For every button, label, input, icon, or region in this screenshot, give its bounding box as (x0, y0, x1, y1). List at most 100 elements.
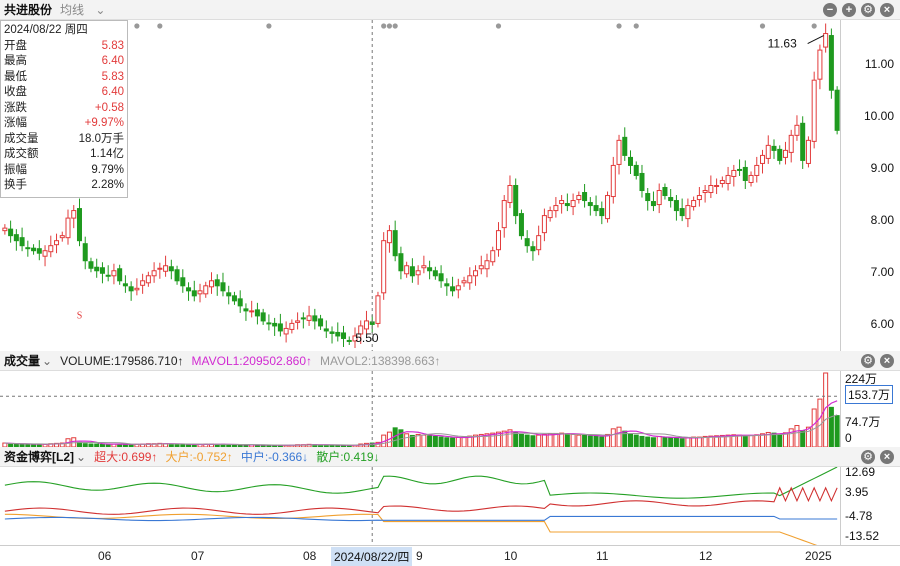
signal-dot (157, 23, 163, 29)
volume-bar (823, 372, 829, 447)
month-label: 12 (699, 549, 713, 563)
volume-bar (771, 432, 777, 447)
volume-bar (805, 426, 811, 447)
candle-body (427, 267, 433, 272)
close-icon[interactable]: × (880, 3, 894, 17)
candle-body (266, 322, 272, 325)
candle-body (605, 195, 611, 220)
volume-bar (731, 434, 737, 447)
month-label: 10 (504, 549, 518, 563)
fund-title[interactable]: 资金博弈[L2] (4, 450, 74, 464)
fund-flow-chart[interactable] (0, 467, 840, 545)
gear-icon[interactable]: ⚙ (861, 450, 875, 464)
candle-body (335, 331, 341, 337)
info-label: 最高 (4, 55, 27, 67)
info-label: 成交额 (4, 148, 39, 160)
zoom-in-icon[interactable]: + (842, 3, 856, 17)
candle-body (318, 318, 324, 327)
chevron-down-icon[interactable]: ⌄ (42, 353, 53, 368)
candle-body (461, 280, 467, 284)
price-chart[interactable]: 11.63 5.50 S (0, 20, 840, 351)
volume-bar (800, 429, 806, 447)
volume-bar (438, 436, 444, 447)
candle-body (811, 79, 817, 142)
candle-body (180, 277, 186, 287)
close-icon[interactable]: × (880, 354, 894, 368)
ohlc-info-box: 2024/08/22 周四 开盘 5.83 最高 6.40 最低 5.83 收盘 6.4… (0, 20, 128, 198)
info-row-high: 最高 6.40 (4, 54, 124, 70)
candle-body (438, 273, 444, 282)
info-value: 6.40 (101, 86, 124, 98)
volume-bar (576, 434, 582, 447)
info-value: 9.79% (91, 163, 124, 176)
volume-value: VOLUME:179586.710↑ (60, 353, 184, 368)
volume-bar (530, 435, 536, 447)
gear-icon[interactable]: ⚙ (861, 3, 875, 17)
candle-body (323, 328, 329, 332)
volume-bar (639, 435, 645, 447)
volume-chart[interactable] (0, 371, 840, 447)
zoom-out-icon[interactable]: − (823, 3, 837, 17)
gear-icon[interactable]: ⚙ (861, 354, 875, 368)
volume-bar (490, 432, 496, 447)
candle-body (71, 210, 77, 219)
info-date-label: 2024/08/22 周四 (4, 24, 88, 36)
candle-body (794, 124, 800, 136)
candle-body (662, 187, 668, 197)
candle-body (765, 144, 771, 159)
fund-axis: 12.69 3.95 -4.78 -13.52 (840, 465, 900, 545)
candle-body (140, 280, 146, 286)
volume-title[interactable]: 成交量 (4, 354, 41, 368)
candle-body (467, 275, 473, 284)
candle-body (823, 33, 829, 48)
volume-bar (685, 437, 691, 447)
indicator-dropdown[interactable]: 均线 ⌄ (60, 1, 113, 18)
candle-body (186, 287, 192, 292)
candle-body (536, 235, 542, 251)
candle-body (76, 208, 82, 242)
candle-body (421, 265, 427, 269)
price-chart-header: 共进股份 均线 ⌄ − + ⚙ × (0, 0, 900, 20)
info-value: +9.97% (84, 117, 124, 129)
volume-bar (765, 431, 771, 447)
price-high-label: 11.63 (768, 37, 797, 51)
chevron-down-icon: ⌄ (95, 3, 106, 17)
candle-body (174, 269, 180, 282)
month-label: 07 (191, 549, 205, 563)
candle-body (817, 49, 823, 80)
volume-bar (737, 434, 743, 447)
volume-bar (656, 435, 662, 447)
volume-bar (409, 434, 415, 447)
candle-body (668, 197, 674, 202)
candle-body (54, 240, 60, 246)
candle-body (128, 286, 134, 292)
chevron-down-icon[interactable]: ⌄ (76, 449, 87, 464)
candle-body (593, 205, 599, 212)
info-label: 收盘 (4, 86, 27, 98)
candle-body (702, 190, 708, 194)
close-icon[interactable]: × (880, 450, 894, 464)
candle-body (524, 238, 530, 247)
volume-bar (673, 437, 679, 447)
volume-bar (455, 436, 461, 447)
volume-bar (524, 434, 530, 447)
info-row-amount: 成交额 1.14亿 (4, 147, 124, 163)
volume-tick: 74.7万 (845, 415, 881, 429)
volume-bar (788, 428, 794, 447)
candle-body (163, 265, 169, 272)
candle-body (782, 149, 788, 158)
candle-body (122, 283, 128, 287)
volume-bar (754, 434, 760, 447)
candle-body (231, 295, 237, 302)
volume-bar (616, 426, 622, 447)
volume-bar (668, 437, 674, 447)
info-label: 开盘 (4, 39, 27, 52)
candle-body (828, 35, 834, 91)
candle-body (484, 260, 490, 270)
candle-body (31, 247, 37, 252)
fund-tick: -13.52 (845, 529, 880, 543)
volume-panel-controls: ⚙ × (861, 351, 894, 371)
volume-bar (627, 433, 634, 447)
volume-bar (599, 436, 605, 447)
volume-bar (582, 434, 588, 447)
